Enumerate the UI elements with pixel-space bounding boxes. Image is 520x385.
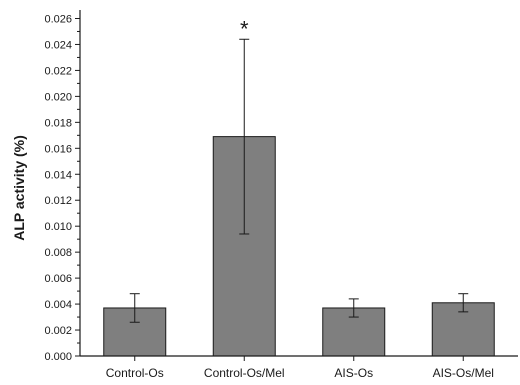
y-tick-label: 0.008 (44, 247, 72, 259)
y-axis-title: ALP activity (%) (11, 135, 27, 241)
significance-marker: * (240, 16, 249, 41)
y-tick-label: 0.002 (44, 325, 72, 337)
y-tick-label: 0.018 (44, 117, 72, 129)
y-tick-label: 0.020 (44, 91, 72, 103)
y-tick-label: 0.014 (44, 169, 72, 181)
x-category-label: AIS-Os/Mel (433, 366, 494, 380)
error-bars (129, 38, 469, 323)
y-tick-label: 0.004 (44, 299, 72, 311)
y-tick-label: 0.024 (44, 39, 72, 51)
annotations: * (240, 16, 249, 41)
y-axis-title-group: ALP activity (%) (11, 135, 27, 241)
y-tick-label: 0.026 (44, 13, 72, 25)
category-labels: Control-Os Control-Os/Mel AIS-Os AIS-Os/Mel (106, 356, 494, 380)
y-tick-label: 0.000 (44, 351, 72, 363)
y-tick-label: 0.006 (44, 273, 72, 285)
bars (103, 136, 495, 357)
y-tick-label: 0.022 (44, 65, 72, 77)
x-category-label: AIS-Os (334, 366, 373, 380)
x-category-label: Control-Os/Mel (204, 366, 285, 380)
y-axis-ticks: 0.000 0.002 0.004 0.006 0.008 0.010 0.012 0.014… (44, 13, 80, 363)
y-tick-label: 0.012 (44, 195, 72, 207)
x-category-label: Control-Os (106, 366, 164, 380)
y-tick-label: 0.010 (44, 221, 72, 233)
axes-frame (79, 10, 518, 357)
y-tick-label: 0.016 (44, 143, 72, 155)
